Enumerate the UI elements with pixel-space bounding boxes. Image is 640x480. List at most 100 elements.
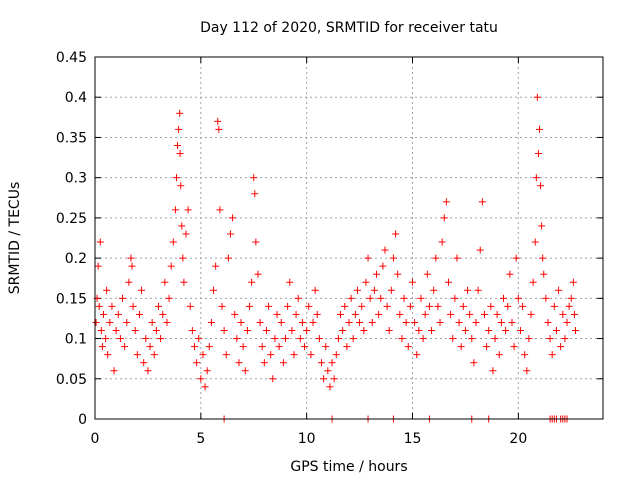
tick-layer: 0 0.05 0.1 0.15 0.2 0.25 0.3 0.35 0.4 0.45 0 5 10 15 2… — [56, 50, 603, 447]
data-point — [112, 327, 120, 335]
data-point — [296, 335, 304, 343]
data-point — [148, 318, 156, 326]
data-point — [464, 286, 472, 294]
data-point — [98, 343, 106, 351]
data-point — [330, 375, 338, 383]
data-point — [370, 286, 378, 294]
y-tick-label: 0.45 — [56, 50, 87, 66]
data-point — [303, 327, 311, 335]
data-point — [193, 359, 201, 367]
data-point — [489, 367, 497, 375]
data-point — [358, 302, 366, 310]
data-point — [231, 310, 239, 318]
data-point — [97, 327, 105, 335]
data-point — [179, 254, 187, 262]
data-point — [567, 294, 575, 302]
data-point — [466, 310, 474, 318]
data-point — [430, 286, 438, 294]
data-point — [199, 351, 207, 359]
data-point — [150, 351, 158, 359]
data-point — [176, 109, 184, 117]
data-point — [334, 335, 342, 343]
data-point — [210, 286, 218, 294]
data-point — [532, 174, 540, 182]
data-point — [377, 294, 385, 302]
data-point — [537, 182, 545, 190]
data-point — [409, 278, 416, 286]
data-point — [294, 294, 302, 302]
data-point — [442, 198, 450, 206]
data-point — [103, 286, 111, 294]
data-point — [533, 93, 541, 101]
data-point — [504, 302, 512, 310]
data-point — [491, 335, 499, 343]
data-point — [527, 310, 535, 318]
data-point — [138, 286, 146, 294]
data-point — [174, 141, 182, 149]
data-point — [172, 174, 180, 182]
data-point — [237, 318, 245, 326]
data-point — [461, 327, 469, 335]
data-point — [534, 150, 542, 158]
data-point — [197, 375, 205, 383]
data-point — [241, 367, 249, 375]
data-point — [476, 246, 484, 254]
data-point — [438, 238, 446, 246]
data-point — [451, 294, 459, 302]
data-point — [239, 343, 247, 351]
data-point — [565, 302, 573, 310]
data-point — [284, 302, 292, 310]
data-point — [190, 343, 198, 351]
data-point — [135, 310, 143, 318]
data-point — [392, 230, 400, 238]
data-point — [262, 327, 270, 335]
data-point — [540, 270, 548, 278]
data-point — [480, 310, 488, 318]
data-point — [468, 335, 476, 343]
data-point — [243, 327, 251, 335]
data-point — [177, 182, 185, 190]
data-point — [277, 318, 285, 326]
data-point — [449, 335, 457, 343]
data-point — [510, 343, 518, 351]
data-point — [538, 222, 546, 230]
data-point — [546, 335, 554, 343]
data-point — [406, 302, 414, 310]
data-point — [307, 351, 315, 359]
data-point — [92, 318, 100, 326]
data-point — [404, 343, 412, 351]
data-point — [222, 351, 230, 359]
data-point — [536, 125, 543, 133]
data-point — [195, 335, 203, 343]
y-tick-label: 0.4 — [65, 90, 87, 106]
data-point — [447, 310, 455, 318]
data-point — [317, 359, 325, 367]
data-point — [500, 294, 508, 302]
data-point — [353, 286, 361, 294]
data-point — [167, 262, 175, 270]
data-point — [128, 262, 136, 270]
data-point — [345, 318, 353, 326]
data-point — [116, 335, 124, 343]
data-point — [332, 351, 340, 359]
data-point — [216, 206, 224, 214]
data-point — [298, 318, 306, 326]
data-point — [224, 254, 232, 262]
x-tick-label: 0 — [91, 431, 100, 447]
y-tick-label: 0.35 — [56, 130, 87, 146]
data-point — [529, 278, 537, 286]
data-point — [205, 343, 213, 351]
data-point — [165, 294, 173, 302]
data-point — [571, 327, 579, 335]
data-point — [275, 343, 283, 351]
data-point — [235, 359, 243, 367]
data-point — [254, 270, 262, 278]
x-tick-label: 5 — [196, 431, 205, 447]
data-point — [387, 286, 395, 294]
data-point — [385, 327, 393, 335]
data-point — [478, 198, 486, 206]
data-point — [516, 327, 524, 335]
data-point — [182, 230, 190, 238]
data-point — [311, 286, 319, 294]
data-point — [102, 335, 110, 343]
